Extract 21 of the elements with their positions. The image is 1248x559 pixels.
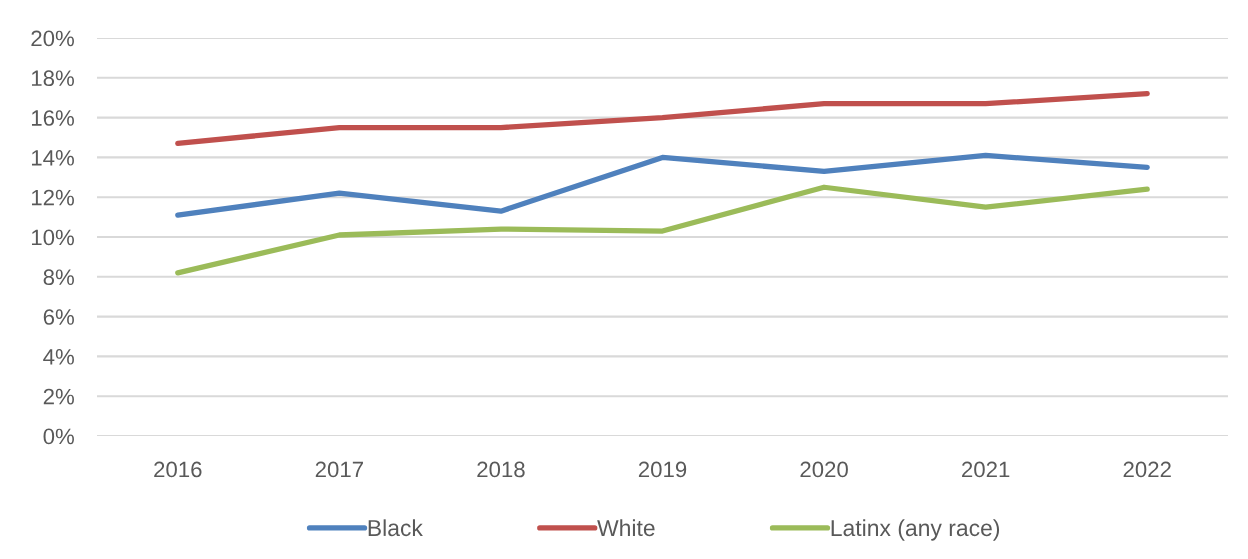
x-tick-label: 2021	[962, 461, 1010, 478]
legend-label: White	[597, 519, 655, 537]
y-tick-label: 12%	[32, 189, 74, 206]
y-tick-label: 18%	[32, 70, 74, 87]
legend-label: Black	[368, 519, 423, 537]
y-tick-label: 20%	[31, 30, 74, 47]
y-tick-label: 14%	[32, 150, 74, 166]
x-tick-label: 2019	[638, 461, 687, 478]
legend-label: Latinx (any race)	[831, 519, 1000, 541]
x-tick-label: 2020	[800, 461, 848, 478]
x-tick-label: 2018	[477, 461, 525, 478]
y-tick-label: 10%	[32, 229, 74, 246]
y-tick-label: 16%	[32, 110, 74, 126]
y-tick-label: 6%	[43, 309, 74, 325]
y-tick-label: 8%	[43, 269, 74, 286]
y-tick-label: 0%	[43, 428, 74, 445]
x-tick-label: 2017	[315, 461, 363, 478]
x-tick-label: 2016	[154, 461, 202, 478]
y-tick-label: 2%	[43, 388, 74, 405]
x-tick-label: 2022	[1123, 461, 1171, 478]
y-tick-label: 4%	[43, 349, 74, 365]
